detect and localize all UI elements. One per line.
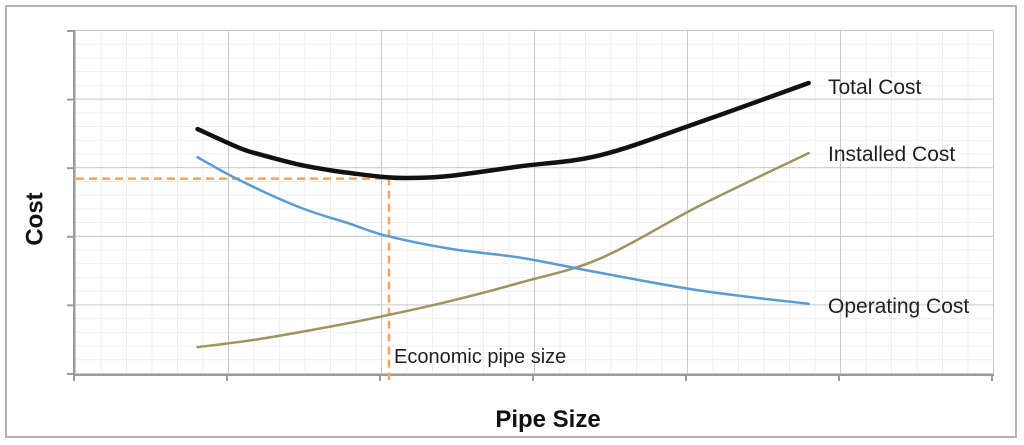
- x-axis-title: Pipe Size: [495, 406, 601, 433]
- economic-pipe-size-dropline: [76, 177, 391, 380]
- total-cost-label: Total Cost: [828, 76, 922, 99]
- x-axis-ticks: [73, 374, 995, 381]
- figure-border: [5, 5, 1017, 438]
- installed-cost-line: [196, 151, 810, 349]
- operating-cost-line: [196, 156, 810, 306]
- installed-cost-label: Installed Cost: [828, 143, 956, 166]
- total-cost-line: [195, 80, 811, 181]
- economic-pipe-size-label: Economic pipe size: [394, 346, 567, 368]
- y-axis-ticks: [67, 30, 74, 376]
- chart-canvas: [76, 80, 811, 380]
- y-axis-title: Cost: [21, 192, 49, 246]
- operating-cost-label: Operating Cost: [828, 295, 970, 318]
- plot-area: [73, 30, 994, 376]
